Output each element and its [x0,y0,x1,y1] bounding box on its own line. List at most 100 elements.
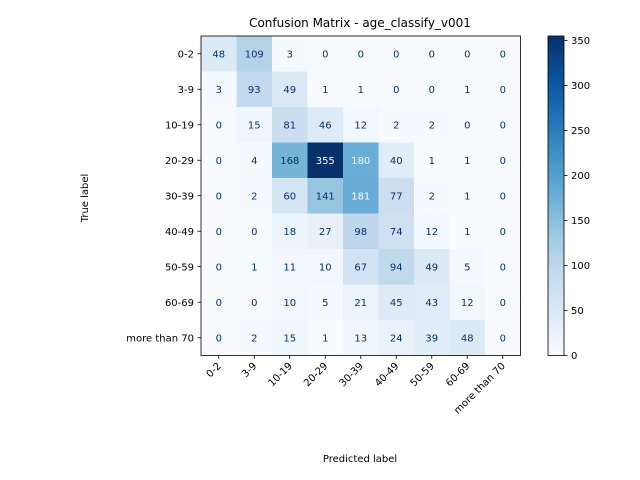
colorbar-segment [548,211,564,215]
heatmap-cell [378,249,415,285]
heatmap-cell [414,284,450,321]
cell-value-label: 0 [500,227,506,238]
colorbar-segment [548,270,564,274]
heatmap-cell [414,71,450,108]
colorbar-segment [548,75,564,80]
heatmap-cell [485,320,521,356]
colorbar-segment [548,222,564,226]
cell-value-label: 168 [280,156,299,167]
colorbar-tick-label: 300 [571,81,590,92]
colorbar-segment [548,171,564,176]
cell-value-label: 0 [216,227,222,238]
colorbar-segment [548,267,564,271]
heatmap-cell [343,249,379,285]
cell-value-label: 0 [500,191,506,202]
cell-value-label: 0 [216,191,222,202]
colorbar-segment [548,36,564,40]
colorbar-segment [548,280,564,285]
colorbar-segment [548,89,564,93]
colorbar-segment [548,227,564,231]
cell-value-label: 43 [425,298,438,309]
colorbar-segment [548,334,564,338]
colorbar-segment [548,91,564,96]
heatmap-cell [343,213,379,250]
x-axis-ticks: 0-2 3-9 10-19 20-29 30-39 40-49 50-59 60-69more… [205,355,508,417]
colorbar-segment [548,320,564,325]
heatmap-cell [378,107,415,143]
cell-value-label: 45 [390,298,403,309]
colorbar-segment [548,318,564,322]
cell-value-label: 81 [283,120,296,131]
cell-value-label: 3 [287,49,293,60]
colorbar-tick-label: 200 [571,171,590,182]
y-tick-label: 10-19 [165,120,194,131]
heatmap-cell [485,249,521,285]
heatmap-cell [201,142,237,179]
colorbar-segment [548,123,564,128]
colorbar-segment [548,187,564,192]
heatmap-cell [378,213,415,250]
cell-value-label: 60 [283,191,296,202]
colorbar-segment [548,121,564,125]
x-tick-label: 10-19 [267,361,295,389]
colorbar-segment [548,294,564,298]
heatmap-cell [449,107,486,143]
cell-value-label: 0 [216,120,222,131]
colorbar-segment [548,110,564,114]
colorbar-segment [548,198,564,202]
cell-value-label: 1 [464,85,470,96]
heatmap-cell [343,320,379,356]
colorbar-segment [548,219,564,223]
heatmap-cell [414,320,450,356]
heatmap-cell [414,142,450,179]
colorbar-segment [548,99,564,104]
colorbar-segment [548,86,564,90]
colorbar-segment [548,163,564,168]
colorbar-segment [548,302,564,306]
colorbar-segment [548,350,564,354]
heatmap-cell [201,107,237,143]
cell-value-label: 2 [251,333,257,344]
colorbar-segment [548,185,564,189]
colorbar: 0 50 100 150 200 250 300 350 [547,35,590,362]
cell-value-label: 3 [216,85,222,96]
cell-value-label: 0 [393,49,399,60]
heatmap-cell [378,142,415,179]
cell-value-label: 1 [464,156,470,167]
cell-value-label: 48 [461,333,474,344]
colorbar-segment [548,150,564,154]
colorbar-tick-label: 50 [571,306,584,317]
colorbar-segment [548,201,564,205]
colorbar-segment [548,352,564,357]
colorbar-segment [548,249,564,253]
cell-value-label: 0 [429,49,435,60]
y-axis-ticks: 0-2 3-9 10-19 20-29 30-39 40-49 50-59 60-69 more… [126,49,201,344]
cell-value-label: 0 [500,333,506,344]
colorbar-segment [548,206,564,210]
cell-value-label: 74 [390,227,403,238]
heatmap-cell [449,320,486,356]
heatmap-cell [414,107,450,143]
heatmap-cell [307,142,344,179]
colorbar-segment [548,155,564,160]
cell-value-label: 1 [464,191,470,202]
heatmap-cell [272,71,308,108]
y-tick-label: 3-9 [178,85,194,96]
heatmap-cell [343,284,379,321]
cell-value-label: 0 [429,85,435,96]
heatmap-cell [449,284,486,321]
heatmap-cell [449,71,486,108]
cell-value-label: 10 [283,298,296,309]
heatmap-cell [236,71,273,108]
colorbar-segment [548,94,564,98]
colorbar-segment [548,256,564,261]
cell-value-label: 1 [429,156,435,167]
cell-value-label: 10 [319,262,332,273]
colorbar-segment [548,307,564,311]
colorbar-segment [548,83,564,88]
heatmap-cell [343,178,379,214]
colorbar-segment [548,286,564,290]
heatmap-cell [485,142,521,179]
cell-value-label: 40 [390,156,403,167]
colorbar-segment [548,326,564,330]
